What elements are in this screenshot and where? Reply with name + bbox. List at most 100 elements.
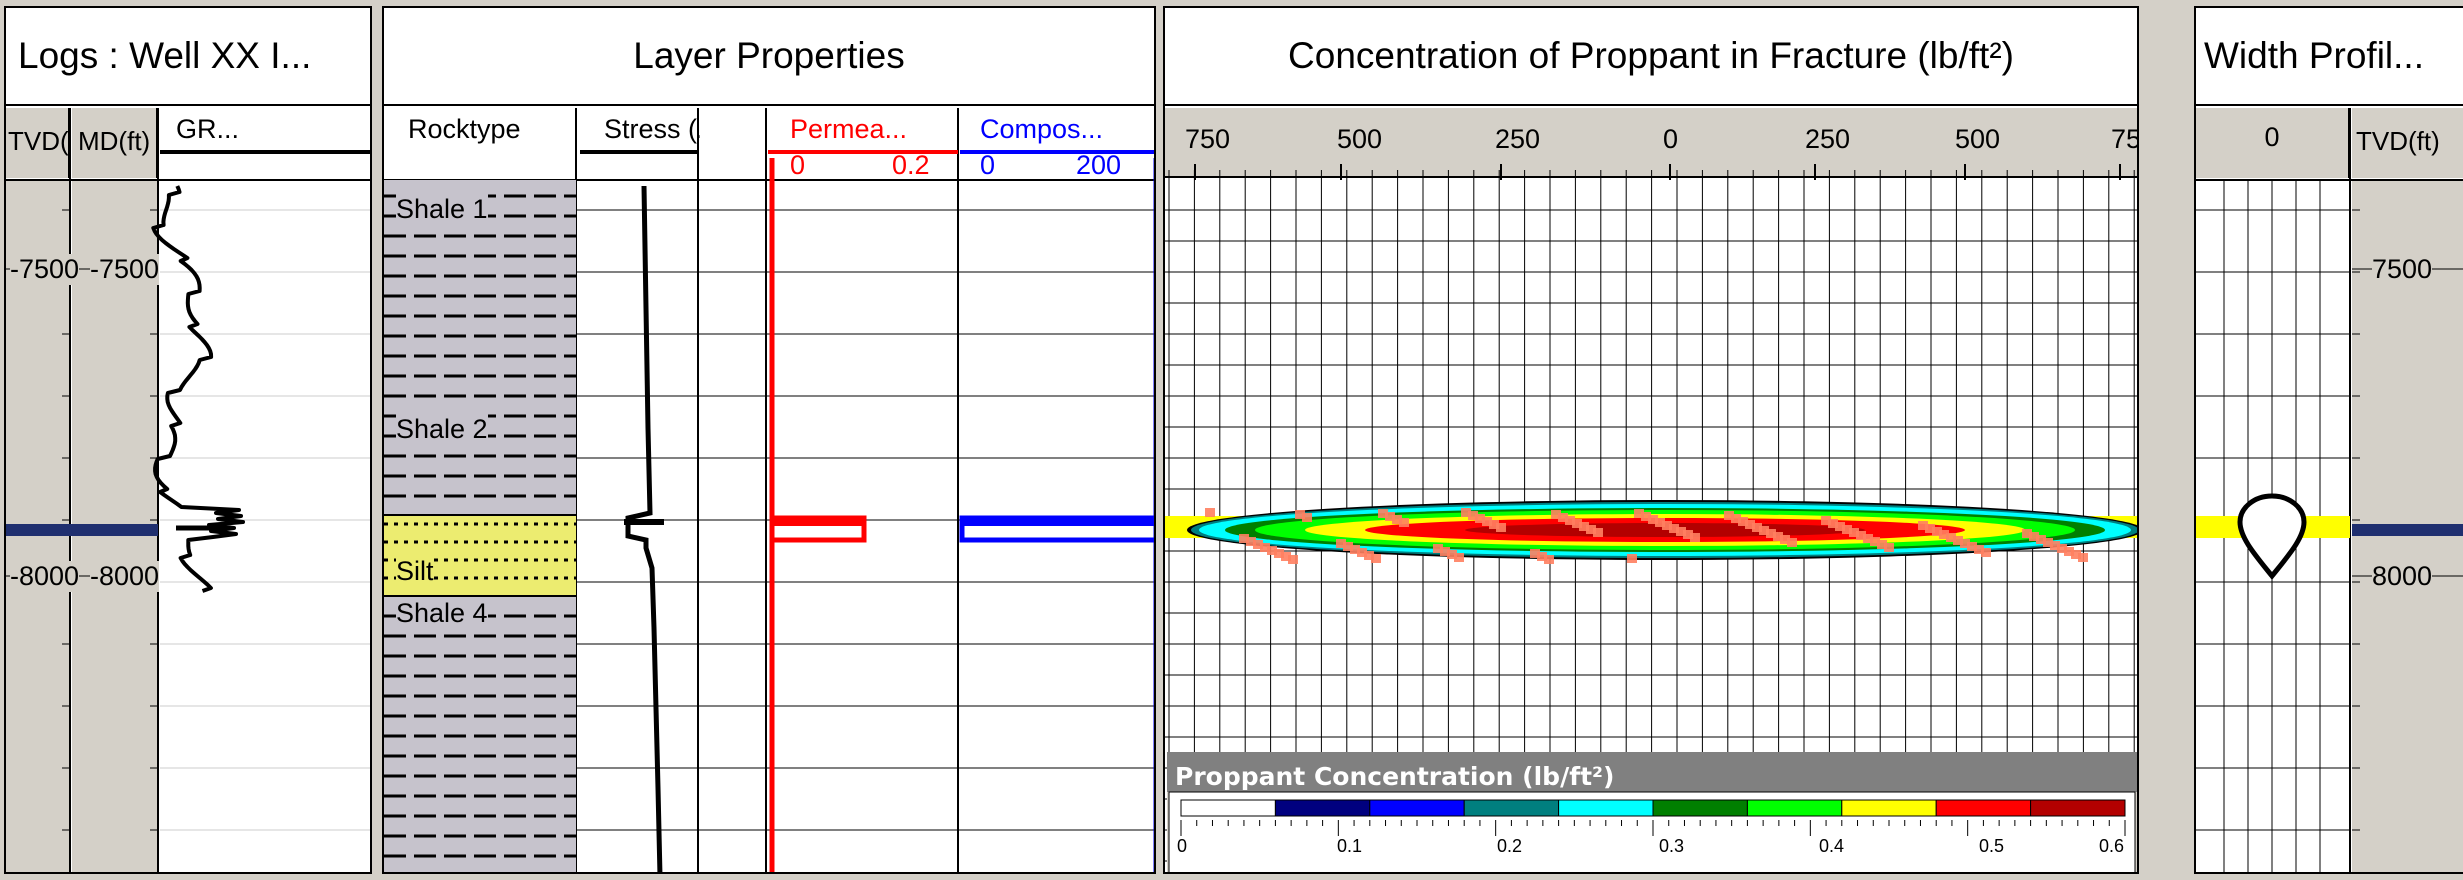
proppant-marker — [1239, 534, 1249, 543]
perm-max-label: 0.2 — [892, 150, 930, 180]
proppant-marker — [1551, 510, 1561, 519]
proppant-marker — [1357, 548, 1367, 557]
fracture-x-tick-3: 0 — [1663, 124, 1679, 154]
proppant-marker — [1676, 527, 1686, 536]
proppant-marker — [1974, 545, 1984, 554]
proppant-marker — [1738, 517, 1748, 526]
colorbar-swatch-9 — [2030, 799, 2126, 817]
colorbar-swatch-4 — [1558, 799, 1654, 817]
width-profile-curve — [2237, 493, 2307, 581]
proppant-marker — [2036, 535, 2046, 544]
proppant-marker — [1752, 523, 1762, 532]
proppant-marker — [1828, 519, 1838, 528]
proppant-marker — [1385, 512, 1395, 521]
colorbar-tick-5: 0.5 — [1979, 836, 2005, 856]
rock-label-shale-1: Shale 1 — [396, 194, 488, 225]
proppant-marker — [1537, 552, 1547, 561]
width-profile-plot — [2196, 108, 2463, 872]
proppant-marker — [1447, 550, 1457, 559]
fracture-plot — [1165, 164, 2137, 872]
proppant-marker — [1468, 511, 1478, 520]
proppant-marker — [1295, 510, 1305, 519]
md-column-header: MD(ft) — [72, 108, 158, 178]
proppant-marker — [1399, 518, 1409, 527]
width-profile-panel: Width Profil... 0 TVD(ft) 7500 8000 — [2194, 6, 2463, 874]
proppant-marker — [1274, 549, 1284, 558]
colorbar-title-bar — [1167, 752, 2137, 792]
proppant-marker — [1918, 521, 1928, 530]
rock-label-shale-4: Shale 4 — [396, 598, 488, 629]
proppant-marker — [1281, 552, 1291, 561]
logs-panel: Logs : Well XX I... TVD(ft) MD(ft) GR...… — [4, 6, 372, 874]
fracture-x-tick-6: 750 — [2111, 124, 2137, 154]
colorbar-swatch-8 — [1935, 799, 2032, 817]
proppant-marker — [1731, 514, 1741, 523]
proppant-marker — [1953, 536, 1963, 545]
composite-column-header: Compos... — [980, 114, 1104, 144]
proppant-marker — [1461, 508, 1471, 517]
colorbar-swatch-5 — [1652, 799, 1748, 817]
layer-properties-title: Layer Properties — [384, 8, 1154, 106]
colorbar-title: Proppant Concentration (lb/ft²) — [1175, 762, 1615, 791]
proppant-marker — [1849, 528, 1859, 537]
colorbar-swatch-0 — [1180, 799, 1276, 817]
proppant-marker — [2022, 529, 2032, 538]
proppant-marker — [1967, 542, 1977, 551]
colorbar-tick-0: 0 — [1177, 836, 1188, 856]
colorbar-swatch-1 — [1274, 799, 1371, 817]
proppant-marker — [1960, 539, 1970, 548]
colorbar-swatch-3 — [1463, 799, 1560, 817]
colorbar-swatch-7 — [1841, 799, 1937, 817]
proppant-marker — [1870, 537, 1880, 546]
fracture-x-tick-4: 250 — [1805, 124, 1851, 154]
logs-panel-title: Logs : Well XX I... — [6, 8, 370, 106]
proppant-marker — [1745, 520, 1755, 529]
proppant-marker — [1253, 540, 1263, 549]
rock-label-shale-2: Shale 2 — [396, 414, 488, 445]
proppant-marker — [1246, 537, 1256, 546]
fracture-x-tick-1: 500 — [1337, 124, 1383, 154]
proppant-marker — [1489, 520, 1499, 529]
proppant-marker — [1579, 522, 1589, 531]
colorbar-tick-6: 0.6 — [2099, 836, 2125, 856]
width-tvd-tick-7500: 7500 — [2372, 254, 2433, 285]
proppant-marker — [1260, 543, 1270, 552]
proppant-marker — [1205, 508, 1215, 517]
comp-max-label: 200 — [1076, 150, 1122, 180]
proppant-marker — [1586, 525, 1596, 534]
proppant-marker — [1627, 554, 1637, 563]
proppant-marker — [1288, 555, 1298, 564]
proppant-marker — [1482, 517, 1492, 526]
comp-min-label: 0 — [980, 150, 996, 180]
proppant-marker — [1724, 511, 1734, 520]
proppant-marker — [1662, 521, 1672, 530]
proppant-marker — [1773, 532, 1783, 541]
colorbar-tick-4: 0.4 — [1819, 836, 1845, 856]
proppant-marker — [1475, 514, 1485, 523]
proppant-marker — [1454, 553, 1464, 562]
proppant-marker — [1392, 515, 1402, 524]
proppant-marker — [1565, 516, 1575, 525]
layer-properties-panel: Layer Properties Rocktype Stress (... Pe… — [382, 6, 1156, 874]
fracture-title: Concentration of Proppant in Fracture (l… — [1165, 8, 2137, 106]
perm-zone-fill — [772, 516, 862, 526]
proppant-marker — [2043, 538, 2053, 547]
proppant-marker — [1655, 518, 1665, 527]
proppant-marker — [1932, 527, 1942, 536]
proppant-marker — [1863, 534, 1873, 543]
proppant-marker — [1877, 540, 1887, 549]
colorbar-tick-1: 0.1 — [1337, 836, 1363, 856]
fracture-panel: Concentration of Proppant in Fracture (l… — [1163, 6, 2139, 874]
proppant-marker — [1821, 516, 1831, 525]
well-depth-marker — [6, 524, 158, 536]
proppant-marker — [1558, 513, 1568, 522]
proppant-marker — [1364, 551, 1374, 560]
fracture-x-tick-0: 750 — [1185, 124, 1231, 154]
proppant-marker — [1925, 524, 1935, 533]
proppant-marker — [1496, 523, 1506, 532]
stress-column-header: Stress (... — [604, 114, 700, 144]
width-x-axis: 0 — [2196, 108, 2350, 178]
proppant-marker — [1530, 549, 1540, 558]
proppant-marker — [1544, 555, 1554, 564]
proppant-marker — [1593, 528, 1603, 537]
